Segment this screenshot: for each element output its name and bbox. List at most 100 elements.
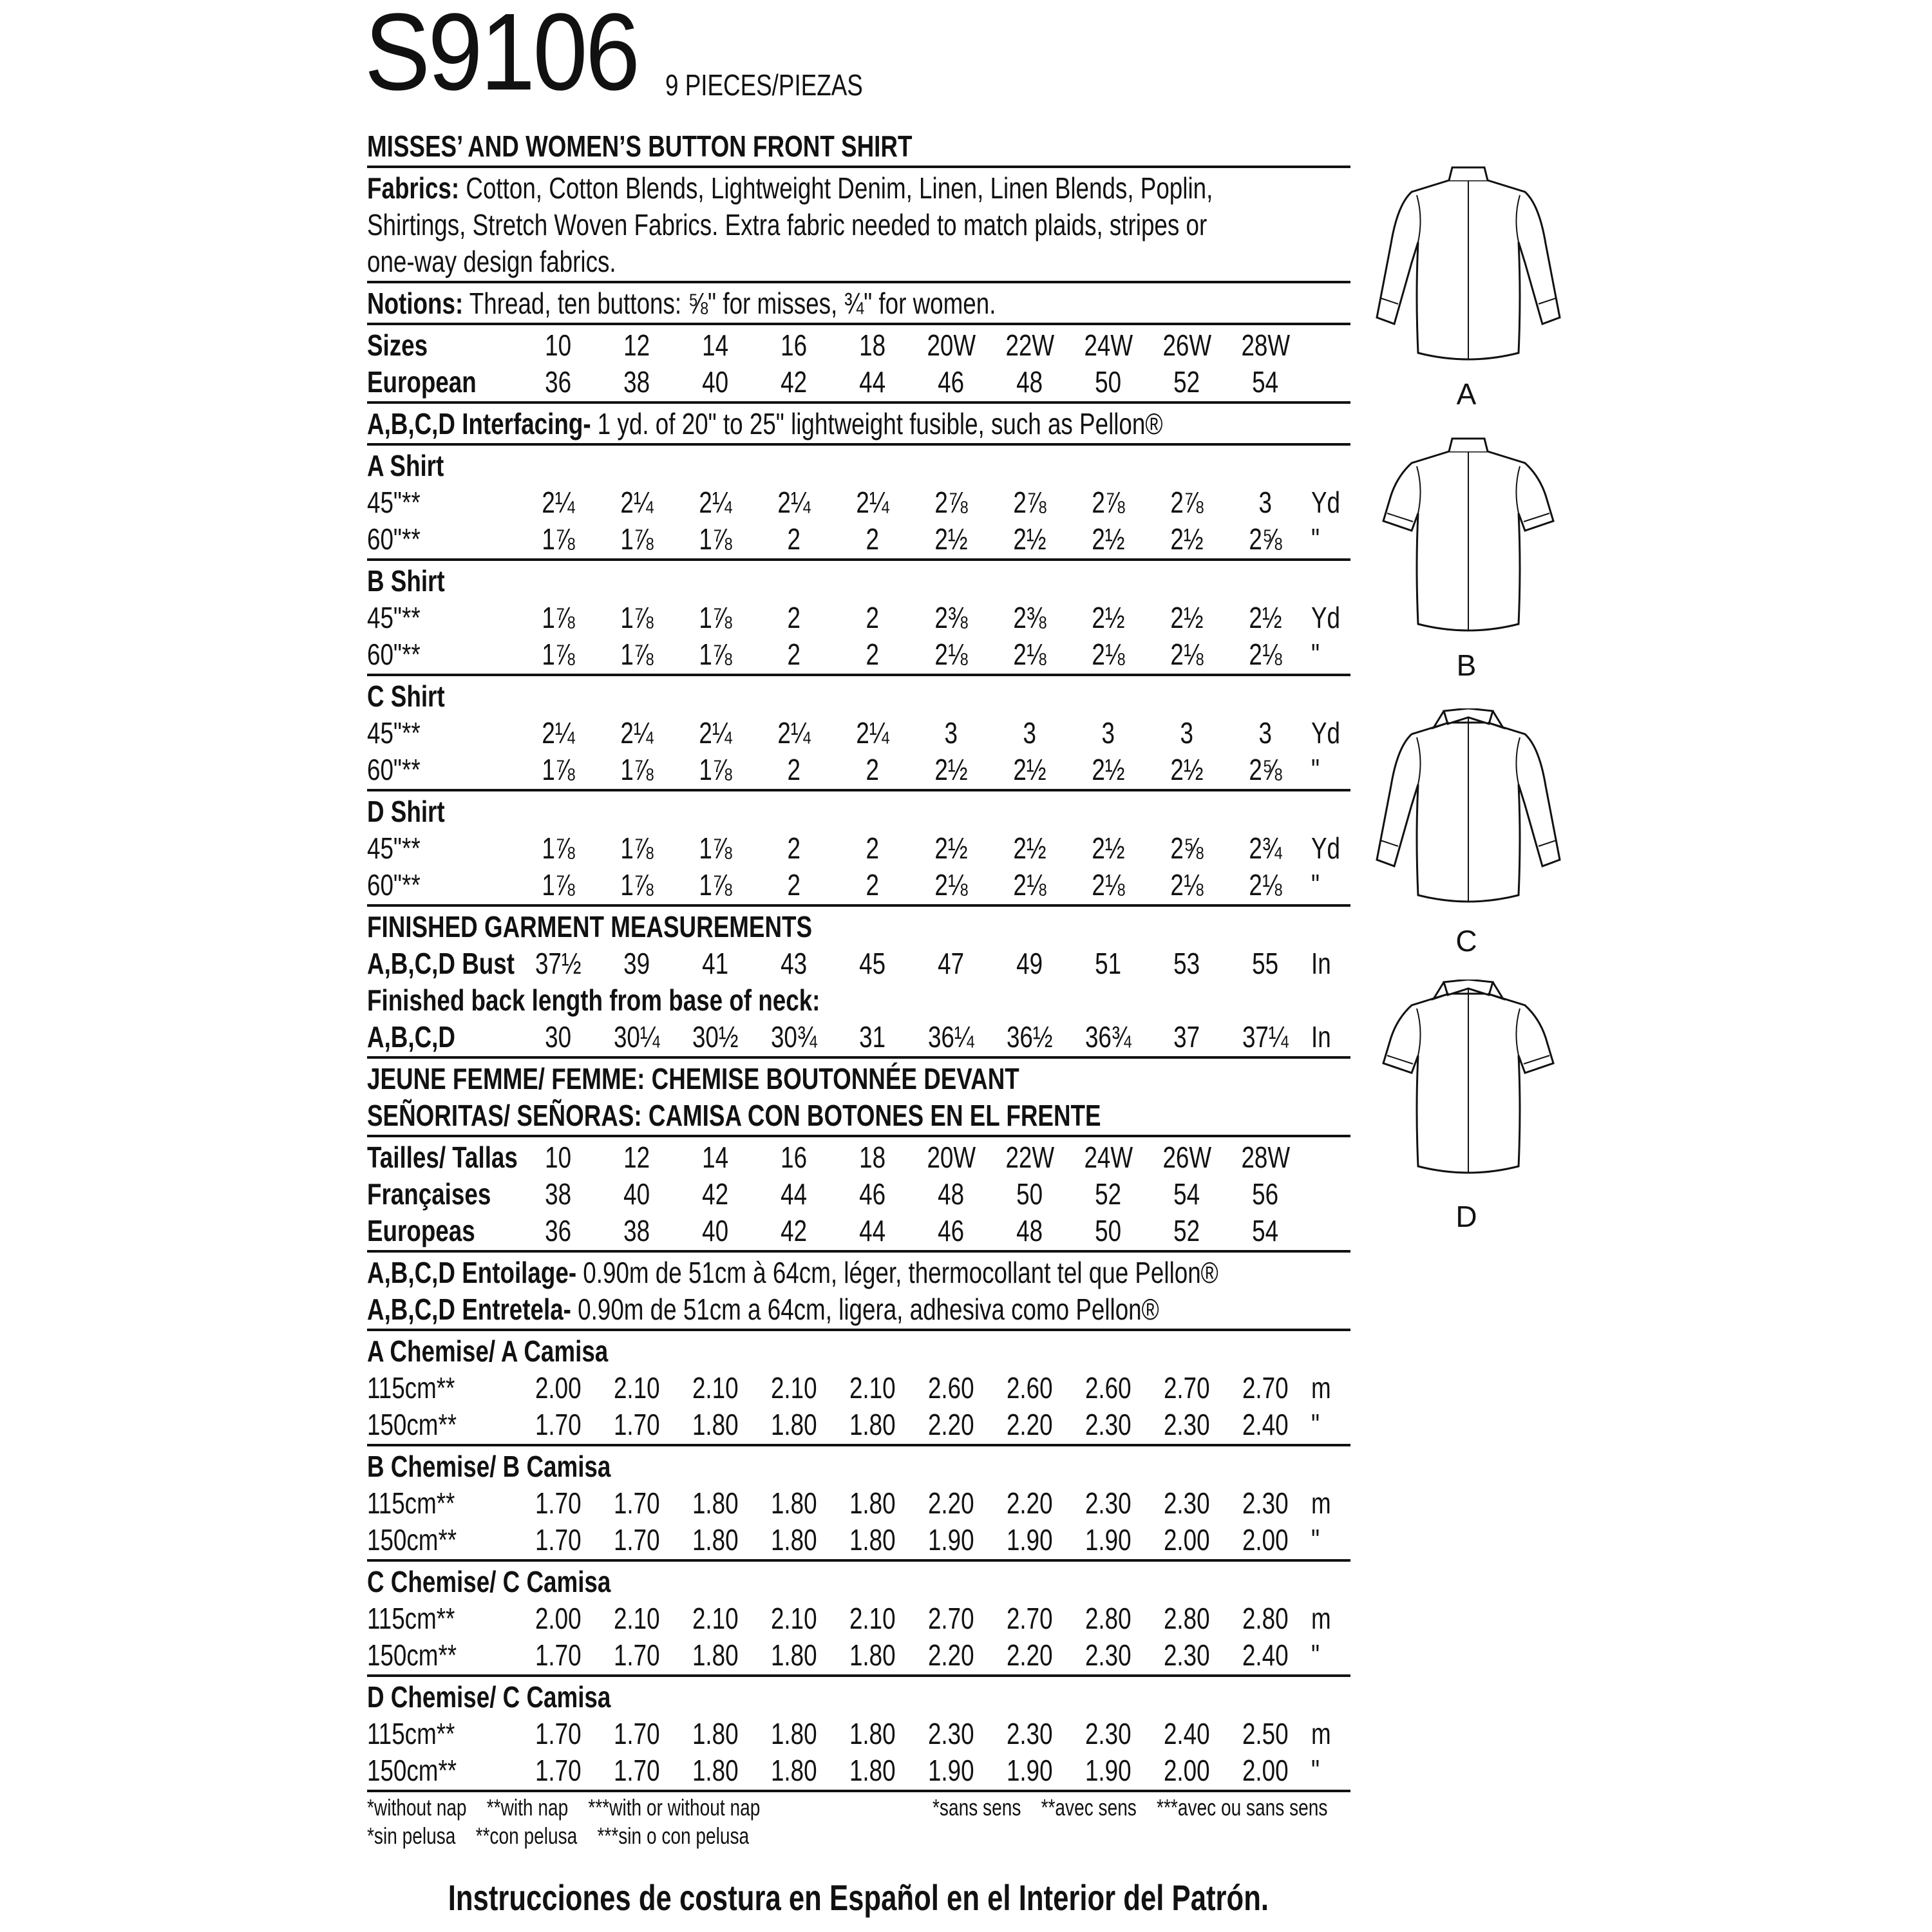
view-b-illustration <box>1372 437 1565 643</box>
cell-value: 1.80 <box>692 1407 739 1441</box>
view-a-illustration <box>1372 166 1565 372</box>
table-cell: 2 <box>833 522 912 556</box>
cell-value: 2½ <box>1013 831 1046 865</box>
cell-value: 2.70 <box>1164 1370 1210 1405</box>
row-label: 45"** <box>367 600 421 634</box>
cell-value: 2 <box>866 600 880 634</box>
unit-cell: Yd <box>1305 715 1350 750</box>
metric-yardage-title: C Chemise/ C Camisa <box>367 1563 1350 1600</box>
table-cell: 2.40 <box>1148 1716 1226 1751</box>
cell-value: 2⅛ <box>1170 637 1204 671</box>
cell-value: 2¼ <box>856 715 889 750</box>
table-row: 150cm** 1.70 1.70 1.80 1.80 1.80 2.20 2.20 2.30 2… <box>367 1406 1350 1443</box>
table-row: 45"** 2¼ 2¼ 2¼ 2¼ 2¼ 2⅞ 2⅞ 2⅞ 2⅞ 3 Yd <box>367 484 1350 520</box>
spanish-title: SEÑORITAS/ SEÑORAS: CAMISA CON BOTONES E… <box>367 1097 1350 1133</box>
table-cell: 2⅞ <box>990 485 1069 520</box>
cell-value: 3 <box>1258 485 1273 519</box>
cell-value: 2½ <box>934 522 968 556</box>
unit-cell: Yd <box>1305 831 1350 866</box>
table-cell: 44 <box>833 1213 912 1248</box>
row-value: one-way design fabrics. <box>367 244 616 278</box>
table-cell: 31 <box>833 1019 912 1054</box>
table-cell: 2 <box>755 522 833 556</box>
row-label: A,B,C,D Entoilage- <box>367 1255 577 1289</box>
cell-value: 12 <box>623 328 650 362</box>
table-cell: 2.30 <box>1069 1407 1148 1442</box>
cell-value: 2.00 <box>1164 1753 1210 1787</box>
cell-value: 2⅛ <box>1249 637 1282 671</box>
table-cell: 2¼ <box>598 485 676 520</box>
cell-value: 22W <box>1005 1140 1054 1174</box>
table-cell: 1.70 <box>598 1486 676 1520</box>
cell-value: 2½ <box>934 831 968 865</box>
table-cell: 2 <box>833 867 912 902</box>
cell-value: 1.90 <box>1085 1753 1132 1787</box>
table-cell: 48 <box>990 365 1069 399</box>
cell-value: 2.20 <box>928 1638 974 1672</box>
cell-value: 44 <box>859 365 886 399</box>
row-label: 150cm** <box>367 1753 457 1787</box>
row-label: 45"** <box>367 715 421 750</box>
row-value: 0.90m de 51cm a 64cm, ligera, adhesiva c… <box>571 1292 1159 1326</box>
divider <box>367 1674 1350 1677</box>
row-label: 115cm** <box>367 1370 455 1405</box>
table-row: 60"** 1⅞ 1⅞ 1⅞ 2 2 2½ 2½ 2½ 2½ 2⅝ " <box>367 751 1350 788</box>
row-label: Tailles/ Tallas <box>367 1140 518 1174</box>
table-cell: 1⅞ <box>519 752 598 787</box>
cell-value: 36¾ <box>1085 1019 1132 1054</box>
cell-value: 1.70 <box>535 1407 582 1441</box>
cell-value: 36 <box>545 365 572 399</box>
row-value: 0.90m de 51cm à 64cm, léger, thermocolla… <box>576 1255 1218 1289</box>
table-cell: 37½ <box>519 946 598 981</box>
cell-value: 2.00 <box>1242 1522 1289 1557</box>
row-label: SEÑORITAS/ SEÑORAS: CAMISA CON BOTONES E… <box>367 1098 1101 1132</box>
cell-value: 1.70 <box>614 1522 660 1557</box>
table-cell: 30¼ <box>598 1019 676 1054</box>
table-cell: 2 <box>833 600 912 635</box>
table-cell: 3 <box>990 715 1069 750</box>
table-cell: 37¼ <box>1226 1019 1305 1054</box>
table-cell: 2¼ <box>833 485 912 520</box>
cell-value: 2½ <box>1092 600 1125 634</box>
table-cell: 45 <box>833 946 912 981</box>
table-cell: 2.30 <box>1069 1716 1148 1751</box>
unit-cell <box>1305 1177 1350 1211</box>
table-cell: 30½ <box>676 1019 755 1054</box>
cell-value: 43 <box>781 946 808 980</box>
cell-value: 2.30 <box>1085 1407 1132 1441</box>
cell-value: 2 <box>787 637 801 671</box>
measurements-title-text: FINISHED GARMENT MEASUREMENTS <box>367 909 812 944</box>
row-label: 45"** <box>367 831 421 865</box>
cell-value: 2.20 <box>928 1486 974 1520</box>
cell-value: 2 <box>866 522 880 556</box>
table-cell: 30 <box>519 1019 598 1054</box>
cell-value: 1.70 <box>614 1753 660 1787</box>
cell-value: 1.80 <box>849 1638 896 1672</box>
cell-value: 2¼ <box>542 715 575 750</box>
table-cell: 50 <box>1069 365 1148 399</box>
table-row: A,B,C,D Bust 37½ 39 41 43 45 47 49 51 53 55 In <box>367 945 1350 981</box>
cell-value: 2¼ <box>856 485 889 519</box>
cell-value: 10 <box>545 1140 572 1174</box>
cell-value: 36 <box>545 1213 572 1247</box>
cell-value: 2½ <box>1092 522 1125 556</box>
unit-label: Yd <box>1311 715 1341 750</box>
view-yardage-title-text: C Shirt <box>367 679 445 714</box>
table-cell: 24W <box>1069 1140 1148 1175</box>
footnotes-row: *sin pelusa **con pelusa ***sin o con pelu… <box>367 1822 1350 1850</box>
cell-value: 40 <box>702 1213 729 1247</box>
cell-value: 2.30 <box>1085 1638 1132 1672</box>
table-cell: 41 <box>676 946 755 981</box>
cell-value: 1⅞ <box>542 637 575 671</box>
table-cell: 1⅞ <box>676 867 755 902</box>
unit-label: " <box>1311 867 1320 902</box>
table-cell: 47 <box>912 946 990 981</box>
cell-value: 30¾ <box>771 1019 817 1054</box>
cell-value: 2⅛ <box>934 637 968 671</box>
metric-yardage-title-text: A Chemise/ A Camisa <box>367 1334 608 1368</box>
interfacing-metric-text: A,B,C,D Entretela- 0.90m de 51cm a 64cm,… <box>367 1292 1159 1327</box>
table-cell: 2.10 <box>833 1370 912 1405</box>
table-cell: 51 <box>1069 946 1148 981</box>
table-cell: 2 <box>755 867 833 902</box>
cell-value: 20W <box>927 328 976 362</box>
